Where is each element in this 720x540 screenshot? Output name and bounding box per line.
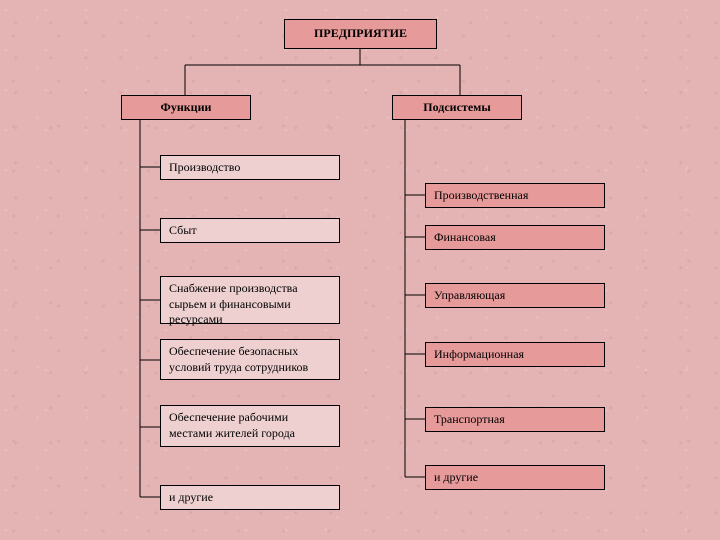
subsystem-item: Транспортная: [425, 407, 605, 432]
subsystem-item: Управляющая: [425, 283, 605, 308]
root-node: ПРЕДПРИЯТИЕ: [284, 19, 437, 49]
function-item: Обеспечение безопасных условий труда сот…: [160, 339, 340, 380]
subsystem-item: Производственная: [425, 183, 605, 208]
subsystem-item: и другие: [425, 465, 605, 490]
function-item: и другие: [160, 485, 340, 510]
function-item: Производство: [160, 155, 340, 180]
functions-header: Функции: [121, 95, 251, 120]
function-item: Снабжение производства сырьем и финансов…: [160, 276, 340, 324]
function-item: Обеспечение рабочими местами жителей гор…: [160, 405, 340, 447]
subsystem-item: Финансовая: [425, 225, 605, 250]
subsystem-item: Информационная: [425, 342, 605, 367]
function-item: Сбыт: [160, 218, 340, 243]
connector-lines: [0, 0, 720, 540]
subsystems-header: Подсистемы: [392, 95, 522, 120]
